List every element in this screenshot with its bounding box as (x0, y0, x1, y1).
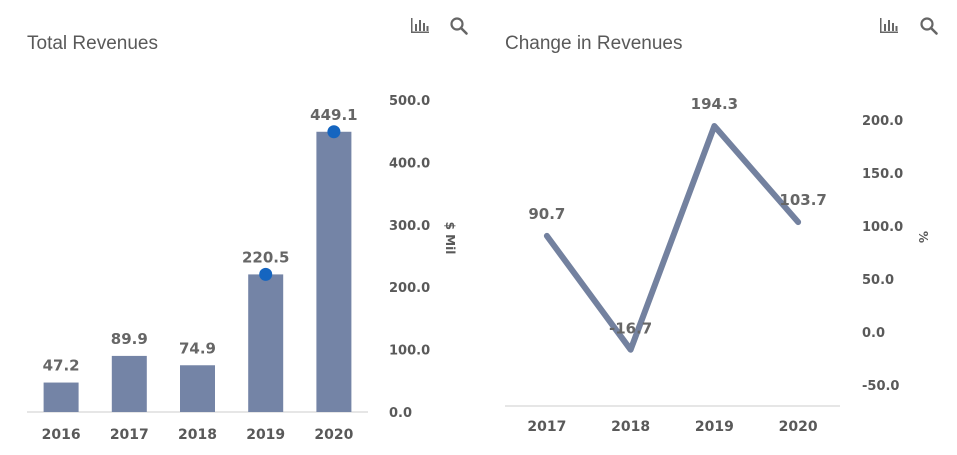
y-axis-label: $ Mil (443, 222, 457, 255)
y-axis-label: % (916, 231, 930, 243)
y-tick-label: -50.0 (862, 379, 899, 394)
search-icon[interactable] (449, 16, 469, 36)
data-label-2018: -16.7 (609, 320, 652, 338)
bar-chart-icon[interactable] (879, 16, 899, 36)
y-tick-label: 0.0 (862, 326, 885, 341)
bar-2016 (43, 382, 79, 412)
bar-chart-icon[interactable] (410, 16, 430, 36)
bar-2018 (180, 365, 215, 412)
bar-2019 (248, 274, 284, 412)
x-tick-label-2020: 2020 (779, 419, 818, 435)
search-icon[interactable] (919, 16, 939, 36)
x-tick-label-2017: 2017 (527, 419, 566, 435)
bar-2017 (111, 355, 147, 412)
x-tick-label-2019: 2019 (695, 419, 734, 435)
bar-chart: 47.2 2016 89.9 2017 74.9 2018 220.5 2019 449.1 20… (27, 94, 457, 443)
x-tick-label-2019: 2019 (246, 427, 285, 443)
data-label-2018: 74.9 (179, 339, 216, 357)
data-label-2017: 90.7 (528, 205, 565, 223)
data-label-2020: 103.7 (779, 191, 826, 209)
y-tick-label: 150.0 (862, 167, 903, 182)
marker-2020 (327, 125, 341, 139)
y-tick-label: 50.0 (862, 273, 894, 288)
series-line (543, 123, 802, 353)
y-tick-label: 400.0 (389, 156, 430, 171)
y-tick-label: 100.0 (389, 344, 430, 359)
x-tick-label-2017: 2017 (110, 427, 149, 443)
y-tick-label: 0.0 (389, 406, 412, 421)
x-tick-label-2018: 2018 (178, 427, 217, 443)
bar-2020 (316, 131, 352, 412)
data-label-2017: 89.9 (111, 330, 148, 348)
x-tick-label-2016: 2016 (42, 427, 81, 443)
y-tick-label: 200.0 (389, 281, 430, 296)
data-label-2019: 220.5 (242, 248, 289, 266)
data-label-2016: 47.2 (43, 357, 80, 375)
chart-title-change-in-revenues: Change in Revenues (505, 33, 683, 54)
y-tick-label: 100.0 (862, 220, 903, 235)
chart-title-total-revenues: Total Revenues (27, 33, 158, 54)
total-revenues-panel: Total Revenues 47.2 2016 89.9 2017 74.9 2018 2… (0, 0, 478, 455)
data-label-2019: 194.3 (691, 95, 738, 113)
data-label-2020: 449.1 (310, 106, 357, 124)
change-in-revenues-panel: Change in Revenues 90.7 2017 -16.7 2018 194.… (478, 0, 957, 455)
x-tick-label-2018: 2018 (611, 419, 650, 435)
marker-2019 (259, 267, 273, 281)
x-tick-label-2020: 2020 (314, 427, 353, 443)
y-tick-label: 500.0 (389, 94, 430, 109)
line-chart: 90.7 2017 -16.7 2018 194.3 2019 103.7 2020 -50.0… (505, 95, 930, 435)
y-tick-label: 200.0 (862, 114, 903, 129)
y-tick-label: 300.0 (389, 219, 430, 234)
